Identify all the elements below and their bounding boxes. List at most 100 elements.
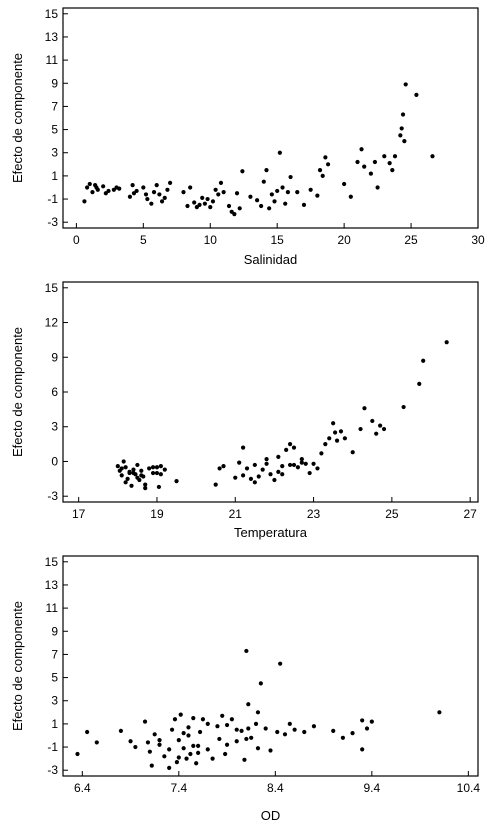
data-point (292, 727, 297, 732)
data-point (165, 187, 170, 192)
data-point (157, 738, 162, 743)
y-tick-label: 1 (51, 169, 58, 183)
data-point (149, 201, 154, 206)
data-point (147, 749, 152, 754)
data-point (275, 729, 280, 735)
data-point (205, 747, 210, 752)
data-point (181, 731, 186, 736)
y-tick-label: 7 (51, 99, 58, 113)
data-point (350, 450, 355, 455)
x-tick-label: 7.4 (170, 781, 187, 795)
data-point (152, 732, 157, 737)
data-point (355, 159, 360, 165)
data-point (248, 476, 254, 481)
data-point (315, 193, 320, 198)
x-tick-label: 25 (404, 233, 418, 247)
data-point (167, 180, 173, 185)
data-point (375, 185, 380, 190)
data-point (362, 406, 367, 411)
data-point (167, 765, 172, 770)
data-point (261, 179, 266, 184)
data-point (246, 726, 251, 731)
data-point (135, 462, 140, 468)
data-point (430, 154, 435, 159)
data-point (176, 755, 181, 760)
y-tick-label: 15 (45, 555, 59, 569)
data-point (340, 735, 345, 740)
data-point (240, 445, 246, 450)
data-point (234, 739, 239, 744)
data-point (213, 187, 218, 192)
data-point (287, 442, 293, 447)
data-point (255, 746, 261, 751)
data-point (387, 161, 392, 166)
data-point (280, 185, 285, 190)
data-point (399, 126, 404, 131)
data-point (218, 180, 224, 185)
data-point (210, 756, 215, 761)
data-point (223, 751, 228, 757)
y-tick-label: -1 (47, 192, 58, 206)
data-point (240, 473, 246, 478)
data-point (400, 112, 406, 117)
y-tick-label: 6 (51, 385, 58, 399)
data-point (217, 736, 222, 742)
data-point (94, 740, 99, 745)
data-point (95, 187, 100, 192)
data-point (134, 188, 139, 194)
data-point (360, 718, 365, 723)
data-point (277, 150, 282, 155)
data-point (172, 717, 178, 722)
data-point (285, 190, 291, 195)
data-point (157, 742, 162, 747)
y-axis-label: Efecto de componente (10, 53, 25, 183)
data-point (255, 198, 260, 203)
data-point (200, 717, 206, 722)
data-point (123, 465, 128, 470)
y-tick-label: 15 (45, 7, 59, 21)
x-tick-label: 30 (471, 233, 485, 247)
data-point (331, 728, 336, 733)
data-point (188, 185, 193, 190)
data-point (143, 486, 148, 491)
x-tick-label: 23 (307, 507, 321, 521)
plot-frame (62, 7, 479, 229)
data-point (255, 710, 261, 715)
data-point (268, 748, 273, 753)
data-point (320, 173, 325, 178)
data-point (159, 199, 165, 204)
data-point (135, 475, 140, 480)
data-point (192, 200, 197, 205)
data-point (264, 457, 269, 462)
y-tick-label: 11 (46, 53, 59, 67)
data-point (178, 712, 183, 717)
data-point (127, 470, 132, 476)
data-point (244, 736, 249, 742)
data-point (237, 460, 242, 465)
y-tick-label: 13 (45, 578, 59, 592)
data-point (188, 751, 193, 757)
data-point (295, 465, 301, 470)
data-point (288, 174, 293, 180)
data-point (267, 206, 272, 211)
data-point (205, 196, 210, 202)
data-point (208, 205, 213, 210)
data-point (319, 451, 324, 456)
y-tick-label: -3 (47, 489, 58, 503)
x-tick-label: 10.4 (457, 781, 481, 795)
data-point (260, 467, 265, 472)
y-tick-label: 1 (51, 717, 58, 731)
data-point (145, 196, 150, 202)
data-point (119, 473, 124, 478)
data-point (154, 465, 160, 470)
data-point (368, 171, 374, 176)
x-tick-label: 20 (337, 233, 351, 247)
data-point (369, 719, 374, 724)
x-tick-label: 17 (72, 507, 86, 521)
data-point (123, 480, 128, 485)
data-point (213, 482, 218, 487)
data-point (253, 721, 259, 726)
data-point (311, 461, 316, 466)
data-point (226, 203, 232, 209)
